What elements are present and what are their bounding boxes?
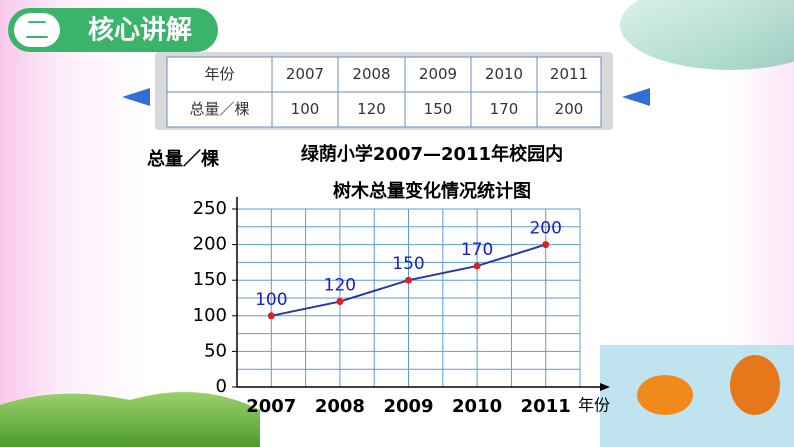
y-tick-label: 0 — [216, 376, 227, 397]
y-tick-label: 250 — [193, 198, 227, 219]
chart-subtitle: 树木总量变化情况统计图 — [333, 180, 531, 202]
header-bg — [8, 8, 218, 52]
point — [267, 312, 275, 320]
table-cell-text: 总量／棵 — [189, 100, 249, 118]
decoration — [0, 392, 260, 447]
point — [473, 262, 481, 270]
table-cell-text: 2008 — [352, 65, 390, 83]
table-cell-text: 2011 — [550, 65, 588, 83]
x-axis-arrow — [600, 383, 610, 391]
point — [336, 298, 344, 306]
arrow-right — [622, 88, 650, 106]
table-cell-text: 年份 — [204, 65, 234, 83]
data-label: 120 — [324, 276, 356, 296]
x-tick-label: 2008 — [315, 396, 365, 417]
table: 年份 2007 2008 2009 2010 2011 总量／棵 100 120 150 170 20… — [166, 56, 602, 128]
header-badge — [14, 13, 60, 47]
data-label: 150 — [392, 254, 424, 274]
arrow-left — [122, 88, 150, 106]
point — [542, 241, 550, 249]
data-label: 170 — [461, 240, 493, 260]
header-number: 二 — [25, 16, 49, 44]
x-tick-label: 2011 — [521, 396, 571, 417]
decoration — [637, 375, 693, 415]
decoration — [620, 0, 794, 70]
table-cell-text: 200 — [555, 100, 584, 118]
data-label: 200 — [529, 219, 561, 239]
x-axis-label: 年份 — [578, 396, 610, 415]
chart-title: 绿荫小学2007—2011年校园内 — [301, 143, 563, 165]
table-cell-text: 2007 — [286, 65, 324, 83]
table-cell-text: 150 — [424, 100, 453, 118]
data-label: 100 — [255, 290, 287, 310]
x-tick-label: 2009 — [383, 396, 433, 417]
y-axis-label: 总量／棵 — [147, 148, 219, 170]
x-tick-label: 2010 — [452, 396, 502, 417]
y-tick-label: 150 — [193, 269, 227, 290]
table-cell-text: 170 — [490, 100, 519, 118]
table-cell-text: 100 — [291, 100, 320, 118]
table-cell — [536, 91, 602, 128]
plot: 0 50 100 150 200 250 2007 2008 2009 2010 2011 100 12… — [193, 197, 610, 417]
table-cell-text: 2010 — [485, 65, 523, 83]
x-tick-label: 2007 — [246, 396, 296, 417]
table-cell-text: 2009 — [419, 65, 457, 83]
table-cell-text: 120 — [357, 100, 386, 118]
y-tick-label: 200 — [193, 234, 227, 255]
header-title: 核心讲解 — [88, 15, 192, 46]
point — [405, 276, 412, 284]
y-tick-label: 50 — [204, 340, 227, 361]
decoration — [730, 355, 780, 415]
y-tick-label: 100 — [193, 305, 227, 326]
